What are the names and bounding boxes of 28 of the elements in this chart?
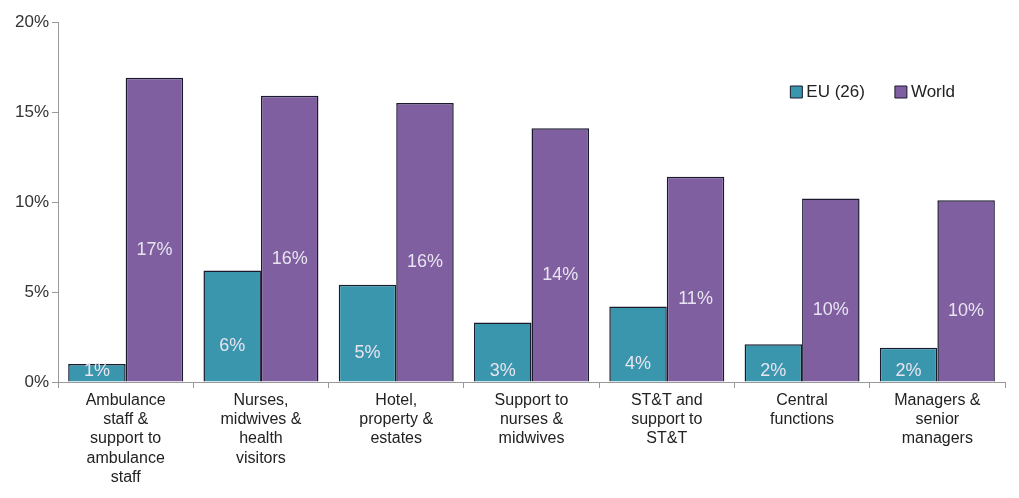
data-label: 10%: [948, 299, 985, 320]
data-label: 2%: [760, 360, 787, 381]
data-label: 17%: [136, 238, 173, 259]
data-label: 14%: [542, 263, 579, 284]
y-tick-label: 0%: [24, 371, 50, 391]
x-tick-label: ST&T and support to ST&T: [630, 391, 703, 447]
data-label: 2%: [895, 360, 922, 381]
data-label: 11%: [678, 288, 713, 309]
data-label: 4%: [625, 352, 652, 373]
y-tick-label: 20%: [14, 11, 50, 31]
x-tick-label: Hotel, property & estates: [359, 391, 434, 447]
y-tick-label: 5%: [24, 281, 50, 301]
x-tick-label: Support to nurses & midwives: [494, 391, 569, 447]
y-tick-label: 15%: [14, 101, 50, 121]
legend-label: World: [910, 81, 956, 101]
y-tick-label: 10%: [14, 191, 50, 211]
data-label: 5%: [354, 342, 381, 363]
data-label: 16%: [406, 251, 443, 272]
data-label: 10%: [812, 298, 849, 319]
data-label: 1%: [83, 360, 110, 381]
legend-label: EU (26): [806, 81, 865, 101]
x-tick-label: Managers & senior managers: [894, 391, 981, 447]
data-label: 6%: [219, 334, 246, 355]
x-tick-label: Ambulance staff & support to ambulance staff: [85, 391, 166, 485]
x-tick-label: Central functions: [770, 391, 835, 428]
data-label: 3%: [489, 360, 516, 381]
data-label: 16%: [271, 247, 308, 268]
x-tick-label: Nurses, midwives & health visitors: [220, 391, 302, 466]
